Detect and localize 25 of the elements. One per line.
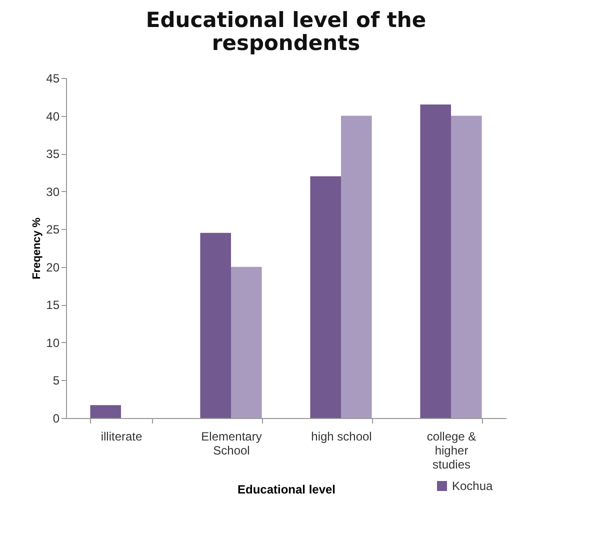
bar bbox=[420, 104, 451, 418]
bar bbox=[200, 232, 231, 418]
y-tick-label: 5 bbox=[52, 374, 60, 388]
y-tick-label: 30 bbox=[46, 184, 60, 199]
y-tick-label: 0 bbox=[52, 412, 60, 426]
bar bbox=[310, 176, 341, 418]
y-tick-label: 35 bbox=[46, 147, 60, 162]
x-axis-title: Educational level bbox=[237, 482, 336, 496]
bar bbox=[341, 116, 372, 418]
x-tick-label: illiterate bbox=[100, 430, 142, 444]
x-tick-label: college & higher studies bbox=[426, 430, 476, 472]
y-tick-label: 45 bbox=[46, 72, 60, 86]
legend-label: Kochua bbox=[452, 479, 494, 493]
y-tick-label: 15 bbox=[46, 298, 60, 312]
bar bbox=[231, 266, 262, 418]
bar bbox=[90, 405, 121, 418]
bar bbox=[451, 116, 482, 418]
chart-title: Educational level of the respondents bbox=[146, 8, 426, 55]
x-tick-label: Elementary School bbox=[201, 430, 262, 458]
y-tick-label: 40 bbox=[46, 109, 60, 124]
x-tick-label: high school bbox=[311, 430, 372, 444]
y-axis-title: Freqency % bbox=[31, 217, 44, 280]
y-tick-label: 25 bbox=[46, 222, 60, 237]
y-tick-label: 10 bbox=[46, 336, 60, 350]
y-tick-label: 20 bbox=[46, 260, 60, 274]
